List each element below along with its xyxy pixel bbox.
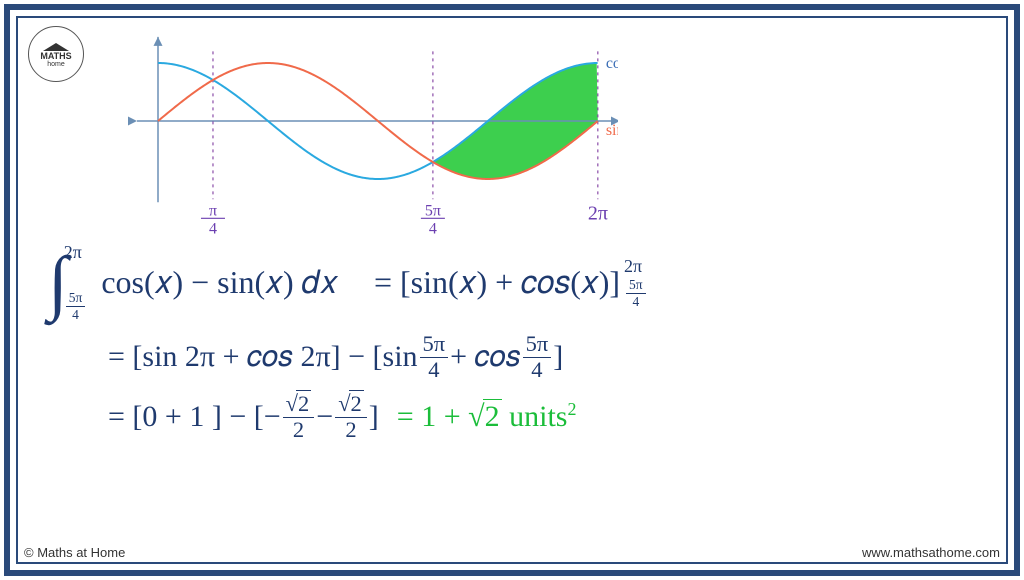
svg-text:2π: 2π bbox=[588, 202, 608, 224]
curves-chart: cos(x)sin(x)π45π42π bbox=[98, 26, 618, 241]
svg-text:cos(x): cos(x) bbox=[606, 55, 618, 72]
svg-text:4: 4 bbox=[209, 220, 217, 237]
eval-limits: 2π 5π 4 bbox=[624, 256, 648, 308]
integrand: cos(𝑥) − sin(𝑥) 𝑑𝑥 bbox=[101, 263, 338, 301]
int-upper: 2π bbox=[64, 243, 88, 261]
integral-symbol: ∫ 2π 5π 4 bbox=[48, 243, 95, 321]
logo-text-2: home bbox=[47, 61, 65, 68]
svg-text:π: π bbox=[209, 202, 217, 219]
logo: MATHS home bbox=[28, 26, 84, 82]
int-lower: 5π 4 bbox=[66, 291, 86, 321]
equation-block: ∫ 2π 5π 4 cos(𝑥) − sin(𝑥) 𝑑𝑥 = [sin(𝑥) +… bbox=[48, 243, 976, 453]
svg-text:sin(x): sin(x) bbox=[606, 122, 618, 139]
svg-text:4: 4 bbox=[429, 220, 437, 237]
footer-url: www.mathsathome.com bbox=[862, 545, 1000, 560]
equation-line-1: ∫ 2π 5π 4 cos(𝑥) − sin(𝑥) 𝑑𝑥 = [sin(𝑥) +… bbox=[48, 243, 976, 321]
footer-copyright: © Maths at Home bbox=[24, 545, 125, 560]
equation-line-2: = [sin 2π + 𝑐𝑜𝑠 2π] − [sin 5π 4 + 𝑐𝑜𝑠 5π… bbox=[108, 333, 976, 381]
logo-text-1: MATHS bbox=[40, 52, 71, 61]
logo-roof-icon bbox=[43, 41, 69, 51]
antiderivative: = [sin(𝑥) + 𝑐𝑜𝑠(𝑥)] bbox=[374, 263, 620, 301]
result: = 1 + 2 units2 bbox=[397, 399, 577, 435]
equation-line-3: = [0 + 1 ] − [− 2 2 − 2 2 ] = 1 + 2 unit… bbox=[108, 393, 976, 441]
svg-text:5π: 5π bbox=[425, 202, 441, 219]
